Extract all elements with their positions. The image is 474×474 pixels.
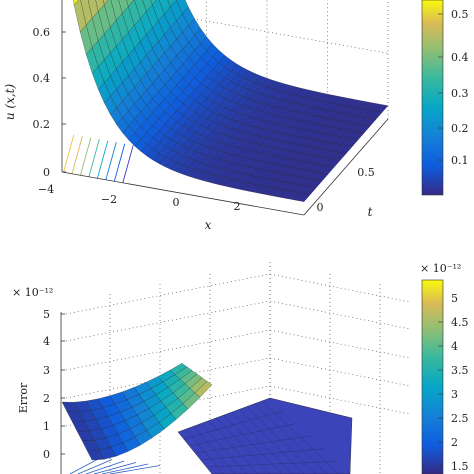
- colorbar-tick-label: 4.5: [451, 316, 469, 329]
- contour-line: [63, 134, 75, 173]
- grid-line: [65, 273, 411, 315]
- contour-line: [80, 137, 92, 176]
- colorbar-tick-label: 0.1: [451, 154, 469, 167]
- z-tick-label: 1: [43, 420, 50, 433]
- x-tick-label: 2: [234, 200, 241, 213]
- grid-line: [65, 329, 411, 371]
- z-ticks-top: 0.6 0.4 0.2 0: [33, 26, 66, 179]
- t-ticks-top: 0 0.5: [317, 166, 375, 214]
- colorbar-top: [421, 0, 444, 196]
- surface-error: [61, 363, 353, 474]
- colorbar-tick-label: 3: [451, 388, 458, 401]
- surface-mesh-line: [200, 448, 324, 461]
- x-tick-label: −4: [38, 183, 54, 196]
- t-tick-label: 0: [317, 201, 324, 214]
- z-tick-label: 0.4: [33, 72, 51, 85]
- panel-error: 5 4 3 2 1 0 × 10⁻¹² Error × 10⁻¹² 5 4.5 …: [12, 262, 469, 474]
- surface-mesh-line: [194, 435, 311, 454]
- colorbar-tick-label: 3.5: [451, 364, 469, 377]
- x-tick-label: 0: [173, 196, 180, 209]
- t-axis-top: [303, 118, 389, 216]
- panel-solution: 0.6 0.4 0.2 0 u (x,t) −4 −2 0 2 x 0 0.5 …: [3, 0, 469, 232]
- colorbar-tick-label: 4: [451, 340, 458, 353]
- grid-line: [65, 357, 411, 399]
- t-tick-label: 0.5: [357, 166, 375, 179]
- surface-patch: [150, 0, 157, 6]
- z-tick-label: 0.6: [33, 26, 51, 39]
- z-exponent-bottom: × 10⁻¹²: [12, 286, 53, 299]
- contour-line: [113, 143, 126, 182]
- colorbar-ticks-top: 0.5 0.4 0.3 0.2 0.1: [438, 8, 469, 167]
- z-ticks-bottom: 5 4 3 2 1 0: [43, 308, 65, 461]
- surface-mesh-line: [189, 423, 297, 447]
- colorbar-tick-label: 0.2: [451, 122, 469, 135]
- z-tick-label: 0: [43, 166, 50, 179]
- colorbar-ticks-bottom: 5 4.5 4 3.5 3 2.5 2 1.5: [438, 292, 469, 473]
- z-tick-label: 4: [43, 335, 50, 348]
- grid-line: [65, 300, 411, 342]
- contour-line: [69, 457, 101, 474]
- surface-mesh-line: [183, 410, 284, 440]
- contour-line: [96, 140, 109, 179]
- contour-line: [101, 463, 149, 474]
- z-axis-label-top: u (x,t): [3, 84, 17, 121]
- contour-line: [85, 460, 125, 474]
- contour-line: [93, 462, 137, 474]
- contour-line: [88, 139, 100, 177]
- colorbar-tick-label: 5: [451, 292, 458, 305]
- contour-line: [109, 465, 161, 474]
- surface-patch: [102, 0, 109, 5]
- surface-patch: [126, 0, 135, 7]
- contour-line: [122, 145, 134, 183]
- surface-patch: [72, 0, 79, 6]
- z-tick-label: 3: [43, 364, 50, 377]
- contour-line: [71, 136, 83, 174]
- colorbar-tick-label: 0.5: [451, 8, 469, 21]
- colorbar-exponent-bottom: × 10⁻¹²: [420, 262, 461, 275]
- colorbar-tick-label: 1.5: [451, 460, 469, 473]
- x-ticks-top: −4 −2 0 2: [38, 183, 241, 213]
- z-tick-label: 0.2: [33, 118, 51, 131]
- z-tick-label: 5: [43, 308, 50, 321]
- surface-patch: [61, 401, 80, 412]
- z-tick-label: 0: [43, 448, 50, 461]
- contour-line: [105, 142, 117, 180]
- surface-mesh-line: [206, 461, 337, 468]
- colorbar-bottom: [421, 279, 444, 474]
- colorbar-tick-label: 0.3: [451, 87, 469, 100]
- contour-line: [77, 459, 113, 474]
- contour-lines-top: [63, 134, 134, 183]
- x-axis-top: [61, 171, 305, 216]
- colorbar-tick-label: 2.5: [451, 412, 469, 425]
- colorbar-tick-label: 2: [451, 436, 458, 449]
- contour-lines-bottom: [69, 457, 161, 474]
- x-axis-label-top: x: [205, 218, 212, 232]
- surface-solution: [72, 0, 389, 202]
- z-axis-label-bottom: Error: [17, 382, 30, 413]
- surface-patch: [177, 397, 353, 474]
- colorbar-tick-label: 0.4: [451, 51, 469, 64]
- t-axis-label-top: t: [368, 205, 373, 219]
- z-tick-label: 2: [43, 392, 50, 405]
- x-tick-label: −2: [101, 193, 117, 206]
